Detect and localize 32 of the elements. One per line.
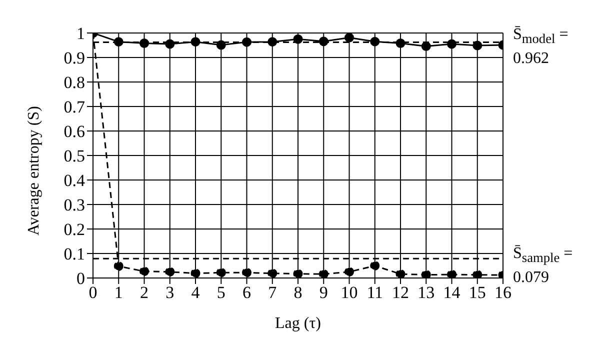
y-axis-title: Average entropy (S) (26, 106, 43, 236)
y-tick-label: 0.3 (64, 196, 85, 215)
x-tick-label: 10 (340, 283, 358, 302)
x-tick-label: 14 (443, 283, 461, 302)
y-tick-label: 0.2 (64, 220, 85, 240)
x-tick-label: 8 (294, 283, 302, 302)
x-tick-label: 3 (166, 283, 174, 302)
y-tick-label: 0.1 (64, 244, 85, 264)
x-tick-label: 6 (242, 283, 251, 302)
x-tick-label: 9 (319, 283, 328, 302)
y-tick-label: 0.8 (64, 73, 85, 92)
x-tick-label: 16 (494, 283, 512, 302)
y-tick-label: 1 (76, 24, 85, 44)
x-tick-label: 15 (468, 283, 486, 302)
y-tick-label: 0.9 (64, 48, 85, 68)
x-tick-label: 11 (366, 283, 384, 302)
x-tick-label: 2 (140, 283, 148, 302)
x-tick-label: 7 (268, 283, 278, 302)
y-tick-label: 0.5 (64, 146, 85, 166)
y-tick-label: 0 (76, 269, 85, 288)
x-axis-title: Lag (τ) (275, 315, 321, 332)
y-tick-label: 0.6 (64, 122, 85, 142)
x-tick-label: 12 (392, 283, 409, 302)
x-tick-label: 5 (216, 283, 226, 302)
x-tick-label: 1 (114, 283, 123, 302)
y-tick-label: 0.4 (64, 171, 86, 190)
x-tick-label: 0 (88, 283, 98, 302)
ref-line-label: S̄$_{model}$ = 0.962 (513, 24, 570, 69)
x-tick-label: 13 (418, 283, 435, 302)
y-tick-label: 0.7 (64, 98, 86, 117)
ref-line-label: S̄$_{sample}$ = 0.079 (513, 244, 574, 288)
x-tick-label: 4 (191, 283, 200, 302)
